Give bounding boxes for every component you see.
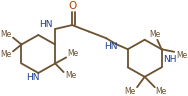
Text: Me: Me (125, 87, 136, 96)
Text: Me: Me (0, 50, 11, 59)
Text: Me: Me (65, 71, 76, 80)
Text: Me: Me (176, 51, 187, 60)
Text: Me: Me (67, 49, 79, 58)
Text: Me: Me (0, 30, 11, 39)
Text: HN: HN (39, 20, 53, 29)
Text: Me: Me (155, 87, 166, 96)
Text: O: O (68, 1, 76, 11)
Text: Me: Me (149, 30, 160, 39)
Text: NH: NH (163, 55, 177, 64)
Text: HN: HN (26, 73, 39, 82)
Text: HN: HN (104, 42, 118, 51)
